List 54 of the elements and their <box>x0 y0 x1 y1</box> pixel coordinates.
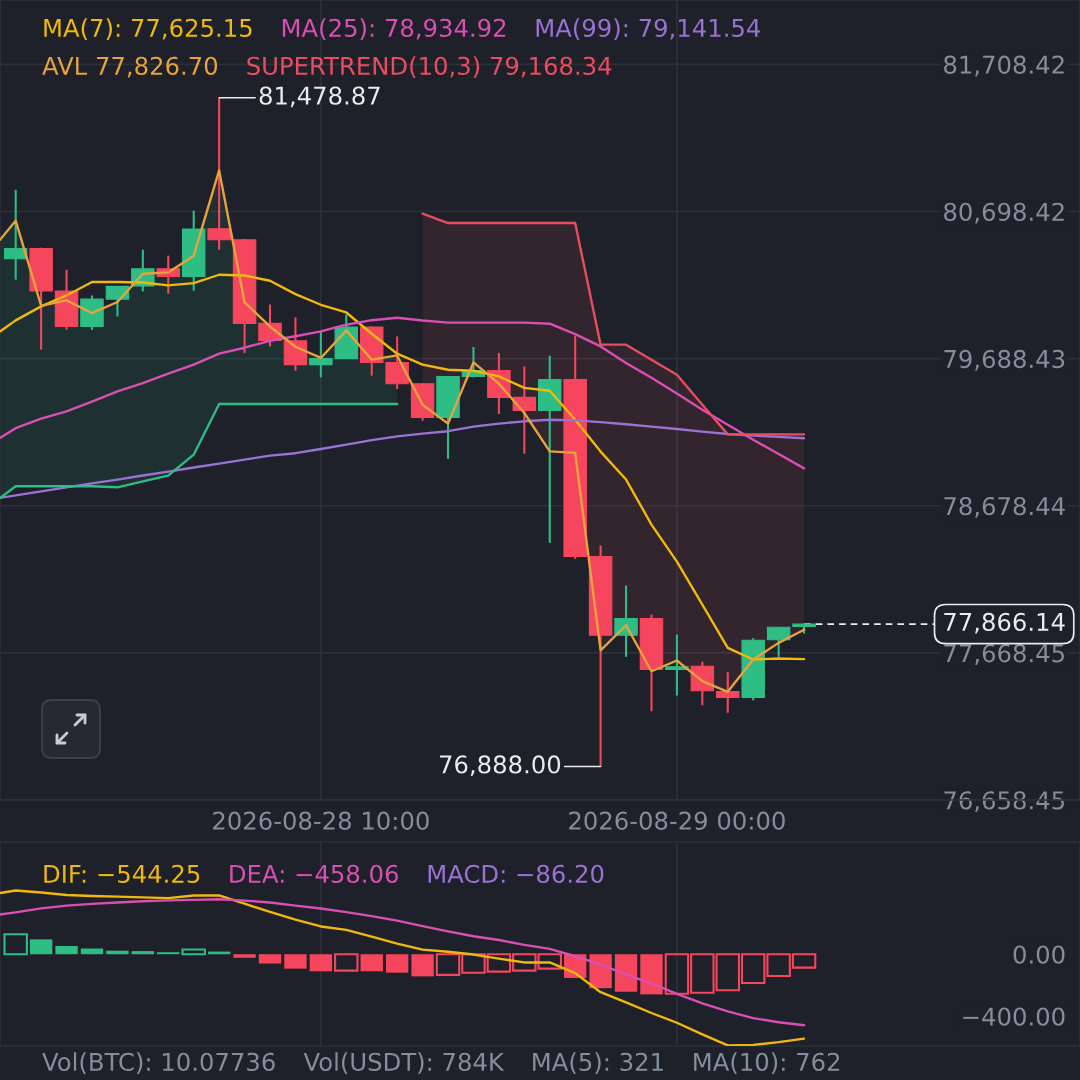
bar <box>233 954 256 958</box>
line-series <box>0 316 806 470</box>
bar <box>131 951 155 955</box>
series-label: DIF: −544.25 <box>44 864 200 884</box>
text: MA(5): 321 <box>533 1052 663 1074</box>
bar <box>385 954 409 973</box>
text: MA(99): 79,141.54 <box>536 18 760 40</box>
x-tick-label: 2026-08-29 00:00 <box>569 811 785 830</box>
y-tick-label: 78,678.44 <box>944 496 1065 518</box>
text: MA(10): 762 <box>694 1052 840 1074</box>
line-series <box>0 418 806 500</box>
ref-line-label: 77,866.14 <box>944 612 1065 634</box>
bar <box>334 953 359 972</box>
series-label: DEA: −458.06 <box>230 864 398 884</box>
annotation: 81,478.87 <box>259 86 380 108</box>
candlestick <box>512 365 537 455</box>
bar <box>157 952 180 955</box>
bar <box>589 954 612 989</box>
text: Vol(BTC): 10.07736 <box>42 1052 275 1074</box>
bar <box>181 948 206 956</box>
line-series <box>421 212 806 436</box>
y-tick-label: 0.00 <box>1013 945 1065 964</box>
text: AVL 77,826.70 <box>42 56 218 78</box>
y-tick-label: −400.00 <box>963 1007 1065 1026</box>
text: MA(25): 78,934.92 <box>282 18 506 40</box>
candlestick <box>716 671 740 714</box>
bar <box>360 954 383 972</box>
bar <box>284 954 307 969</box>
bar <box>3 933 28 956</box>
line-series <box>0 889 806 1046</box>
y-tick-label: 81,708.42 <box>944 55 1064 77</box>
candlestick <box>207 96 231 251</box>
text: Vol(USDT): 784K <box>303 1052 505 1074</box>
y-tick-label: 79,688.43 <box>944 349 1065 371</box>
candlestick <box>3 188 28 281</box>
bar <box>29 939 53 955</box>
y-tick-label: 77,668.45 <box>944 644 1064 665</box>
line-series <box>0 402 399 500</box>
x-tick-label: 2026-08-28 10:00 <box>213 811 429 830</box>
bar <box>258 954 282 964</box>
bar <box>411 954 434 977</box>
bar <box>309 954 333 972</box>
line-series <box>0 898 806 1027</box>
bar <box>614 954 638 992</box>
bar <box>640 954 663 995</box>
y-tick-label: 80,698.42 <box>944 202 1064 224</box>
text: SUPERTREND(10,3) 79,168.34 <box>247 56 612 78</box>
bar <box>55 946 78 955</box>
text: MA(7): 77,625.15 <box>44 18 252 40</box>
annotation: 76,888.00 <box>440 755 561 777</box>
candlestick <box>665 633 689 697</box>
bar <box>80 948 104 955</box>
y-tick-label: 76,658.45 <box>944 791 1064 813</box>
annotation: MACD: −86.20 <box>428 864 604 884</box>
